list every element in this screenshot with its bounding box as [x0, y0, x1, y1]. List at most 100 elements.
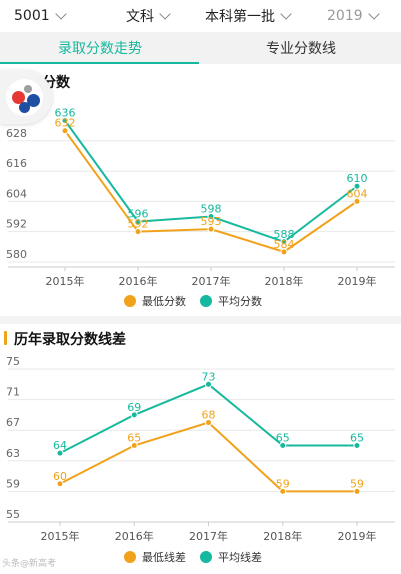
filter-exam-code[interactable]: 5001: [14, 6, 67, 26]
data-point: [280, 248, 288, 256]
data-point: [353, 182, 361, 190]
data-label: 632: [55, 117, 76, 130]
filter-bar: 5001 文科 本科第一批 2019: [0, 0, 401, 32]
data-point: [279, 487, 287, 495]
data-label: 592: [128, 218, 149, 231]
legend-marker: [124, 295, 136, 307]
x-tick-label: 2019年: [338, 274, 377, 288]
chevron-down-icon: [367, 7, 380, 20]
tab-bar: 录取分数走势 专业分数线: [0, 32, 401, 64]
data-label: 598: [201, 203, 222, 216]
data-point: [56, 449, 64, 457]
data-point: [56, 480, 64, 488]
filter-year-label: 2019: [327, 8, 363, 24]
tab-admission-trend-label: 录取分数走势: [58, 41, 142, 57]
legend-label: 平均线差: [218, 550, 262, 564]
data-label: 588: [274, 228, 295, 241]
y-tick-label: 55: [6, 508, 20, 521]
data-label: 73: [202, 370, 216, 383]
x-tick-label: 2019年: [338, 529, 377, 543]
data-label: 65: [127, 432, 141, 445]
x-tick-label: 2018年: [265, 274, 304, 288]
section-title-score-diff: 历年录取分数线差: [14, 332, 126, 348]
data-point: [207, 225, 215, 233]
filter-batch-label: 本科第一批: [205, 9, 275, 25]
y-tick-label: 71: [6, 386, 20, 399]
data-point: [130, 411, 138, 419]
active-tab-indicator: [0, 62, 199, 64]
share-dot-gray: [24, 85, 32, 93]
data-point: [134, 228, 142, 236]
scores-line-chart: 580 592 604 616 628 2015年 2016年 2017年 2018年 2019年…: [6, 107, 395, 308]
chevron-down-icon: [280, 7, 292, 20]
data-label: 596: [128, 208, 149, 221]
section-divider: [0, 316, 401, 324]
data-label: 59: [350, 477, 364, 490]
filter-batch[interactable]: 本科第一批: [205, 6, 292, 26]
x-tick-label: 2018年: [263, 529, 302, 543]
data-label: 584: [274, 238, 295, 251]
data-label: 69: [127, 401, 141, 414]
legend-label: 平均分数: [218, 295, 262, 308]
floating-share-button[interactable]: [0, 70, 52, 124]
share-dot-blue: [27, 94, 40, 107]
filter-year[interactable]: 2019: [327, 6, 380, 26]
tab-admission-trend[interactable]: 录取分数走势: [0, 32, 200, 64]
y-tick-label: 75: [6, 355, 20, 368]
legend-label: 最低线差: [142, 550, 186, 564]
data-point: [130, 442, 138, 449]
score-diff-line-chart: 55 59 63 67 71 75 2015年 2016年 2017年 2018年 2019年 60 6…: [6, 355, 395, 564]
data-point: [134, 218, 142, 226]
data-point: [353, 197, 361, 205]
legend-marker: [200, 295, 212, 307]
share-dot-blue-small: [19, 102, 30, 113]
share-icon: [6, 79, 43, 116]
data-point: [353, 487, 361, 495]
data-label: 59: [276, 477, 290, 490]
x-tick-label: 2016年: [119, 274, 158, 288]
data-point: [205, 380, 212, 388]
data-point: [61, 127, 69, 135]
y-tick-label: 580: [6, 248, 27, 261]
data-label: 65: [276, 432, 290, 445]
legend-label: 最低分数: [142, 295, 186, 308]
filter-exam-code-label: 5001: [14, 8, 50, 24]
x-tick-label: 2015年: [41, 529, 80, 543]
y-tick-label: 63: [6, 447, 20, 460]
series-line: [64, 130, 358, 253]
data-label: 60: [53, 470, 67, 483]
x-tick-label: 2015年: [46, 274, 85, 288]
data-point: [353, 442, 361, 449]
chevron-down-icon: [159, 7, 171, 20]
y-tick-label: 67: [6, 416, 20, 429]
data-label: 65: [350, 432, 364, 445]
data-point: [279, 442, 287, 449]
data-point: [61, 117, 69, 125]
data-point: [280, 238, 288, 246]
filter-subject-label: 文科: [126, 9, 154, 25]
series-line: [59, 421, 357, 493]
x-tick-label: 2017年: [192, 274, 231, 288]
data-point: [205, 419, 212, 427]
data-label: 610: [347, 172, 368, 185]
tab-major-scores-label: 专业分数线: [266, 41, 336, 57]
y-tick-label: 59: [6, 477, 20, 490]
data-label: 636: [55, 107, 76, 120]
y-tick-label: 604: [6, 187, 27, 200]
y-tick-label: 616: [6, 157, 27, 170]
legend-marker: [200, 551, 212, 563]
chevron-down-icon: [54, 7, 67, 20]
data-label: 593: [201, 215, 222, 228]
data-point: [207, 213, 215, 221]
legend-marker: [124, 551, 136, 563]
share-dot-red: [12, 91, 25, 104]
data-label: 604: [347, 187, 368, 200]
tab-major-scores[interactable]: 专业分数线: [201, 32, 401, 64]
x-tick-label: 2016年: [115, 529, 154, 543]
data-label: 64: [53, 439, 67, 452]
section-marker: [4, 331, 7, 345]
y-tick-label: 628: [6, 127, 27, 140]
x-tick-label: 2017年: [189, 529, 228, 543]
data-label: 68: [202, 409, 216, 422]
filter-subject[interactable]: 文科: [126, 6, 171, 26]
